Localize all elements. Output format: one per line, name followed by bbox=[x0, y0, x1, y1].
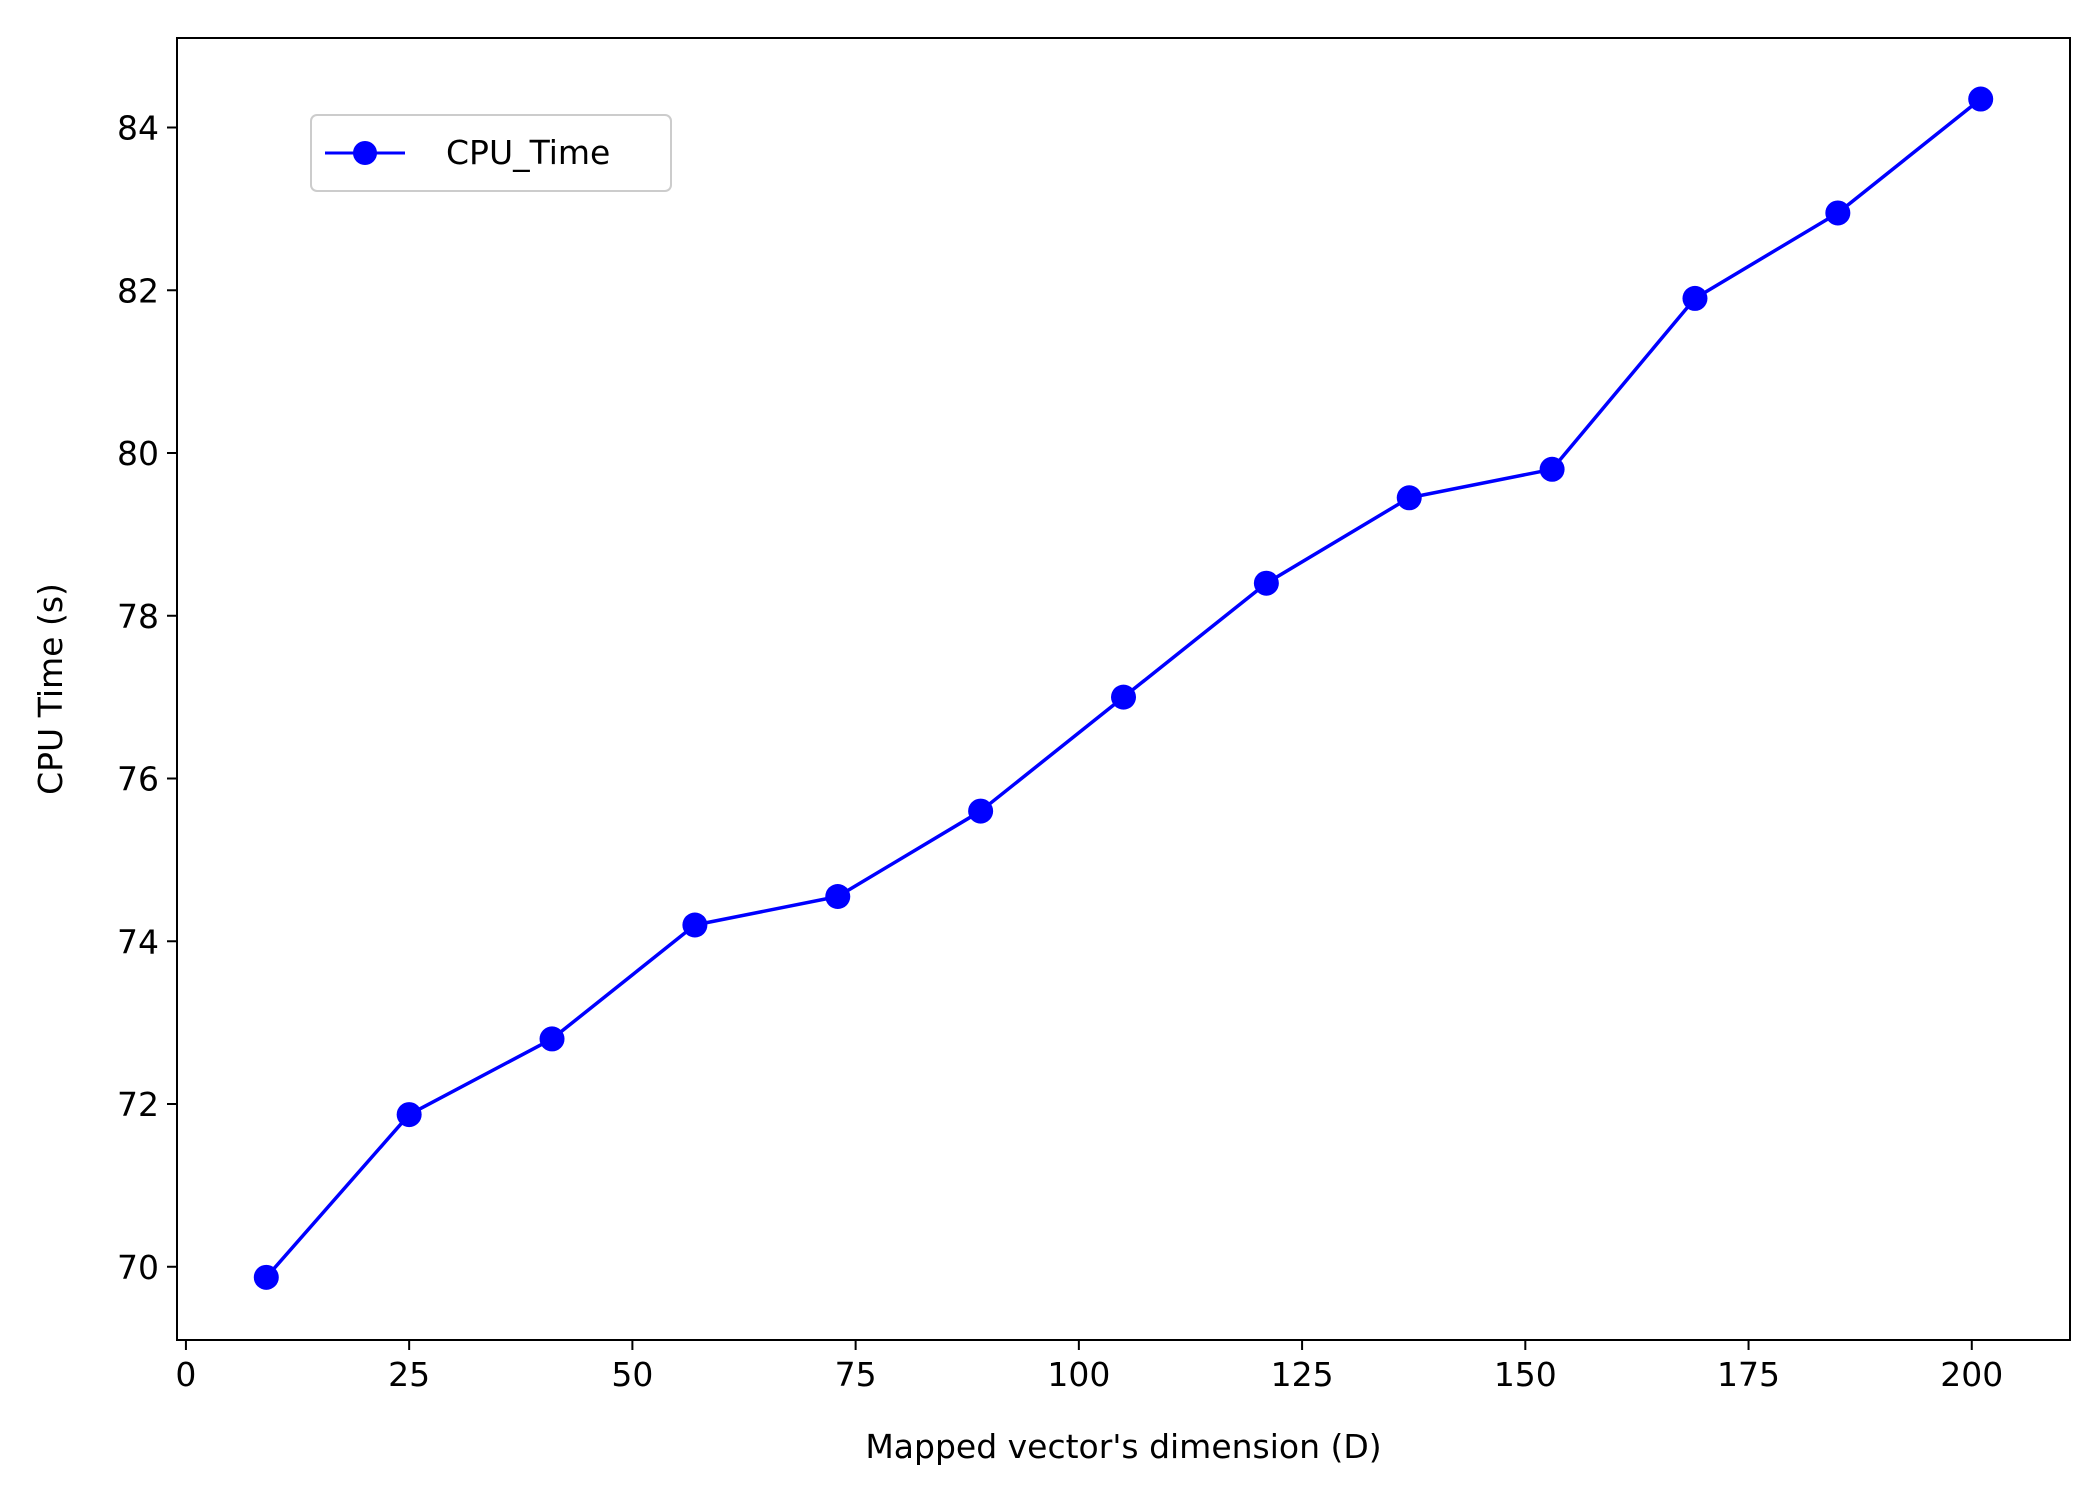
x-tick-label: 75 bbox=[835, 1355, 877, 1394]
data-point bbox=[1682, 285, 1708, 311]
x-axis: 0 25 50 75 100 125 150 175 200 bbox=[175, 1340, 2003, 1394]
data-point bbox=[1825, 200, 1851, 226]
x-tick-label: 50 bbox=[611, 1355, 653, 1394]
y-tick-label: 74 bbox=[117, 922, 159, 961]
data-point bbox=[968, 798, 994, 824]
y-tick-label: 80 bbox=[117, 434, 159, 473]
x-tick-label: 0 bbox=[175, 1355, 196, 1394]
y-tick-label: 72 bbox=[117, 1085, 159, 1124]
y-tick-label: 76 bbox=[117, 760, 159, 799]
x-axis-label: Mapped vector's dimension (D) bbox=[865, 1427, 1381, 1466]
x-tick-label: 175 bbox=[1717, 1355, 1780, 1394]
data-point bbox=[1539, 456, 1565, 482]
x-tick-label: 125 bbox=[1271, 1355, 1334, 1394]
data-point bbox=[682, 912, 708, 938]
y-tick-label: 78 bbox=[117, 597, 159, 636]
y-axis-label: CPU Time (s) bbox=[31, 583, 70, 795]
data-point bbox=[1253, 570, 1279, 596]
x-tick-label: 200 bbox=[1940, 1355, 2003, 1394]
legend-marker bbox=[353, 141, 377, 165]
data-point bbox=[539, 1026, 565, 1052]
x-tick-label: 25 bbox=[388, 1355, 430, 1394]
plot-frame bbox=[176, 37, 2071, 1341]
x-tick-label: 150 bbox=[1494, 1355, 1557, 1394]
data-point bbox=[825, 884, 851, 910]
data-point bbox=[253, 1264, 279, 1290]
data-point bbox=[1396, 485, 1422, 511]
data-point bbox=[1111, 684, 1136, 710]
legend: CPU_Time bbox=[310, 114, 672, 192]
data-point bbox=[396, 1102, 422, 1128]
y-axis: 70 72 74 76 78 80 82 84 bbox=[117, 109, 177, 1287]
x-tick-label: 100 bbox=[1047, 1355, 1110, 1394]
series-layer bbox=[253, 86, 1994, 1290]
y-tick-label: 82 bbox=[117, 271, 159, 310]
legend-box bbox=[310, 114, 672, 192]
y-tick-label: 84 bbox=[117, 109, 159, 148]
y-tick-label: 70 bbox=[117, 1248, 159, 1287]
legend-label: CPU_Time bbox=[446, 133, 610, 172]
data-point bbox=[1968, 86, 1994, 112]
